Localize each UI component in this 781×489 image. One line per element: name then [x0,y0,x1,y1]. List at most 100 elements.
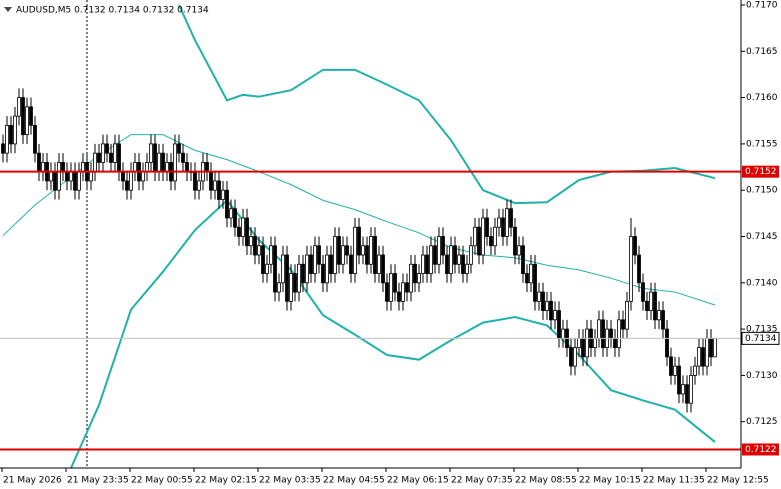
x-tick-label: 22 May 02:15 [195,476,257,486]
x-tick-label: 22 May 03:35 [259,476,321,486]
candle-body [309,254,313,274]
candle-body [209,171,213,191]
x-tick-label: 22 May 08:55 [515,476,577,486]
candle-body [365,245,369,265]
indicator-line [2,134,716,306]
candle-body [549,300,553,321]
candle-body [101,143,105,163]
candle-body [649,291,653,311]
candle-body [689,374,693,404]
candle-body [285,254,289,302]
y-tick-label: 0.7170 [746,1,778,11]
candle-body [669,356,673,376]
candle-body [129,171,133,191]
menu-icon [4,7,12,12]
candle-body [165,162,169,173]
y-tick-label: 0.7150 [746,186,778,196]
candle-body [241,217,245,237]
candle-body [505,208,509,237]
candle-body [61,162,65,173]
candle-body [513,226,517,256]
candle-body [49,171,53,182]
candle-body [657,310,661,321]
candle-body [517,245,521,256]
candle-body [1,143,5,154]
candle-body [205,162,209,173]
candle-body [637,254,641,284]
candle-body [469,245,473,265]
candle-body [185,162,189,173]
candle-body [485,217,489,237]
candle-body [385,282,389,302]
x-tick-label: 21 May 2026 [3,476,62,486]
candle-body [181,152,185,163]
candle-body [97,152,101,163]
candle-body [401,282,405,302]
candle-body [345,245,349,256]
candle-body [713,337,717,358]
candle-body [633,236,637,256]
candle-body [157,152,161,173]
candle-body [21,97,25,136]
candle-body [245,217,249,247]
candle-body [357,226,361,256]
candle-body [445,254,449,274]
y-tick-label: 0.7155 [746,139,778,149]
x-tick-label: 22 May 07:35 [451,476,513,486]
candle-body [197,180,201,191]
candle-body [557,310,561,339]
candle-body [37,152,41,173]
candle-body [397,291,401,302]
candle-body [473,226,477,247]
candle-body [425,254,429,274]
candle-body [377,254,381,274]
candle-body [525,273,529,284]
candle-body [489,236,493,247]
candle-body [381,254,385,284]
candle-body [413,263,417,284]
candle-body [105,143,109,154]
candle-body [361,245,365,256]
candle-body [441,236,445,256]
candle-body [477,226,481,256]
candle-body [237,226,241,237]
candle-body [217,180,221,200]
candle-body [57,162,61,191]
candle-body [33,124,37,154]
y-tick-label: 0.7125 [746,417,778,427]
candle-body [301,263,305,284]
candle-body [17,97,21,117]
candle-body [705,337,709,367]
y-tick-label: 0.7140 [746,278,778,288]
candle-body [333,236,337,274]
candle-body [533,263,537,302]
candle-body [65,171,69,182]
candle-body [121,171,125,182]
candle-body [77,171,81,191]
candle-body [93,152,97,173]
candle-body [493,226,497,247]
candle-body [461,254,465,274]
candle-body [29,106,33,126]
chart-title: AUDUSD,M5 0.7132 0.7134 0.7132 0.7134 [16,6,209,16]
candle-body [229,208,233,219]
candle-body [429,245,433,274]
candle-body [613,337,617,349]
candle-body [521,245,525,274]
y-tick-label: 0.7160 [746,93,778,103]
candle-body [213,180,217,191]
candle-body [145,162,149,173]
candle-body [453,245,457,265]
candle-body [677,365,681,395]
candle-body [273,245,277,293]
x-tick-label: 22 May 12:55 [707,476,769,486]
candle-body [701,347,705,367]
y-tick-label: 0.7135 [746,325,778,335]
candle-body [577,337,581,349]
candle-body [621,319,625,330]
candle-body [337,236,341,265]
candle-body [173,143,177,182]
candle-body [349,254,353,274]
